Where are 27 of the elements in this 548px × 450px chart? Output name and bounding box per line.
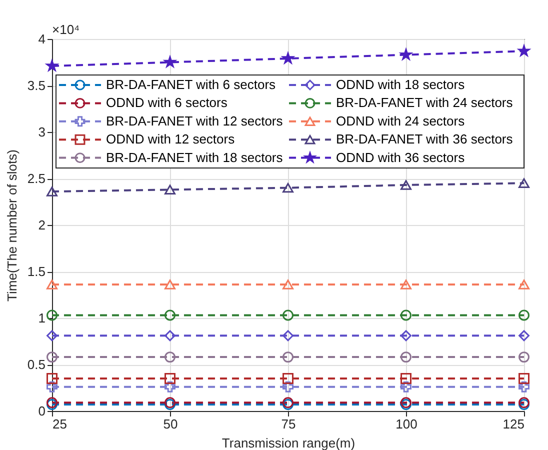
legend-label: ODND with 6 sectors [106,95,228,110]
y-tick-label: 3.5 [27,78,46,93]
legend-label: BR-DA-FANET with 12 sectors [106,113,284,128]
legend-label: ODND with 18 sectors [336,77,466,92]
y-tick-label: 0 [38,404,46,418]
text: ×10⁴ [52,22,80,37]
legend-label: ODND with 12 sectors [106,132,236,147]
legend-label: ODND with 36 sectors [336,150,466,165]
y-tick-label: 0.5 [27,357,46,372]
x-tick-label: 100 [396,416,418,432]
x-tick-label: 125 [502,416,524,432]
x-tick-label: 50 [163,416,178,432]
y-axis-title: Time(The number of slots) [4,150,20,302]
y-tick-label: 1.5 [27,264,46,279]
y-tick-label: 2.5 [27,171,46,186]
legend-label: BR-DA-FANET with 24 sectors [336,95,514,110]
y-tick-label: 3 [38,124,46,140]
legend-label: BR-DA-FANET with 18 sectors [106,150,284,165]
x-tick-label: 75 [281,416,296,432]
legend-label: BR-DA-FANET with 6 sectors [106,77,276,92]
x-tick-label: 25 [52,416,67,432]
y-tick-label: 2 [38,218,46,232]
y-tick-label: 4 [38,32,46,46]
y-tick-label: 1 [38,310,46,326]
x-axis-title: Transmission range(m) [222,436,356,450]
legend-label: BR-DA-FANET with 36 sectors [336,132,514,147]
legend-label: ODND with 24 sectors [336,113,466,128]
